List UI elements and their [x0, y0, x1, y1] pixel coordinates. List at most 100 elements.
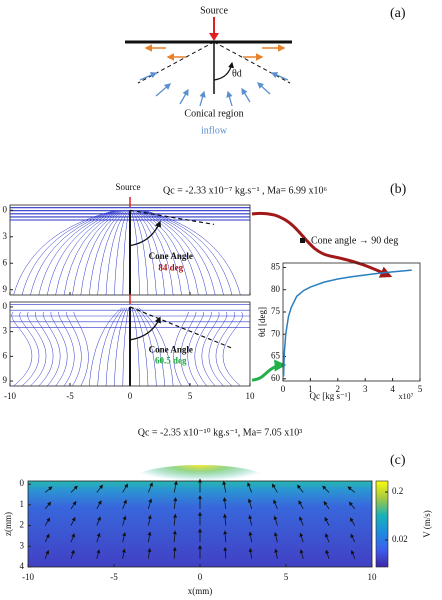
connector	[251, 359, 287, 382]
legend-marker	[300, 238, 305, 243]
streamline	[72, 210, 122, 296]
x-axis-label: Qc [kg s⁻¹]	[310, 391, 351, 401]
panel-label: (b)	[390, 182, 407, 197]
velocity-arrow	[348, 501, 356, 510]
velocity-arrow	[247, 482, 252, 493]
plot-frame	[282, 262, 421, 382]
source-label: Source	[116, 182, 141, 192]
y-tick-label: 70	[271, 328, 281, 338]
caption: Qc = -2.35 x10⁻¹⁰ kg.s⁻¹, Ma= 7.05 x10³	[138, 427, 303, 438]
x-tick-label: 5	[418, 384, 423, 394]
velocity-arrow	[325, 533, 330, 543]
x-tick-label: -5	[66, 391, 74, 401]
velocity-arrow	[350, 533, 356, 543]
velocity-arrow	[70, 516, 76, 526]
cone-title: Cone Angle	[149, 251, 193, 261]
velocity-arrow	[96, 500, 102, 510]
region-label: Conical region	[184, 108, 243, 119]
x-tick-label: -10	[22, 572, 34, 582]
velocity-arrow	[223, 530, 228, 543]
y-tick-label: 6	[3, 350, 8, 360]
x-tick-label: 0	[198, 572, 203, 582]
streamline	[50, 311, 68, 387]
velocity-arrow	[173, 480, 178, 493]
angle-label: θd	[232, 68, 242, 79]
y-tick-label: 3	[20, 540, 25, 550]
streamline	[114, 307, 128, 387]
y-tick-label: 3	[3, 326, 8, 336]
streamline	[97, 307, 124, 387]
panel-label: (c)	[390, 453, 406, 468]
y-tick-label: 85	[271, 262, 281, 272]
velocity-arrow	[223, 513, 227, 526]
cone-value: 84 deg	[158, 263, 183, 273]
connector	[251, 211, 393, 278]
y-axis-label: θd [deg]	[257, 307, 267, 337]
velocity-arrow	[121, 548, 126, 559]
colorbar-label: V (m/s)	[422, 510, 432, 538]
velocity-arrow	[96, 549, 101, 559]
y-tick-label: 60	[271, 373, 281, 383]
velocity-arrow	[70, 500, 77, 510]
y-tick-label: 0	[20, 478, 25, 488]
inflow-arrows	[139, 72, 289, 107]
x-tick-label: 3	[363, 384, 368, 394]
velocity-arrow	[147, 514, 152, 526]
y-tick-label: 0	[3, 301, 8, 311]
x-tick-label: 5	[284, 572, 289, 582]
legend-label: Cone angle → 90 deg	[311, 235, 398, 246]
y-tick-label: 1	[20, 499, 25, 509]
y-tick-label: 6	[3, 257, 8, 267]
streamline	[122, 307, 129, 387]
velocity-arrow	[96, 484, 104, 493]
streamline	[122, 211, 130, 296]
colorbar-tick-label: 0.2	[392, 486, 403, 496]
angle-arc	[129, 220, 162, 247]
streamline	[135, 210, 166, 296]
velocity-arrow	[350, 549, 356, 559]
source-label: Source	[200, 5, 228, 16]
velocity-arrow	[147, 547, 152, 559]
streamline	[46, 210, 118, 296]
velocity-arrow	[222, 497, 227, 510]
y-tick-label: 9	[3, 284, 8, 294]
streamline	[27, 311, 47, 387]
y-axis-label: z(mm)	[3, 512, 13, 536]
velocity-arrow	[272, 483, 278, 493]
y-tick-label: 0	[3, 204, 8, 214]
streamline	[105, 211, 127, 296]
velocity-arrow	[70, 485, 78, 493]
streamline	[132, 211, 149, 296]
velocity-arrow	[296, 484, 304, 493]
streamline	[131, 307, 140, 387]
x-multiplier: x10⁷	[399, 392, 414, 401]
x-tick-label: 10	[368, 572, 378, 582]
velocity-arrow	[248, 531, 253, 543]
streamline	[43, 311, 61, 387]
velocity-arrow	[247, 498, 252, 510]
x-tick-label: 2	[336, 384, 341, 394]
streamline	[63, 210, 121, 296]
y-tick-label: 65	[271, 351, 281, 361]
streamline	[131, 211, 140, 296]
streamline	[140, 210, 199, 296]
streamline	[138, 210, 191, 296]
velocity-arrow	[299, 516, 304, 526]
x-axis-label: x(mm)	[188, 586, 213, 596]
streamline	[114, 211, 128, 296]
streamline	[11, 311, 32, 387]
inflow-label: inflow	[201, 125, 228, 136]
streamline	[88, 307, 123, 387]
velocity-arrow	[44, 486, 53, 493]
source-arrowhead	[209, 33, 219, 41]
colorbar-tick-label: 0.02	[392, 534, 408, 544]
velocity-arrow	[325, 549, 330, 559]
streamline	[136, 210, 174, 296]
x-tick-label: 0	[281, 384, 286, 394]
velocity-arrow	[274, 548, 279, 559]
velocity-arrow	[324, 516, 330, 526]
velocity-arrow	[248, 547, 253, 559]
streamline	[13, 210, 113, 296]
streamline	[215, 311, 235, 387]
